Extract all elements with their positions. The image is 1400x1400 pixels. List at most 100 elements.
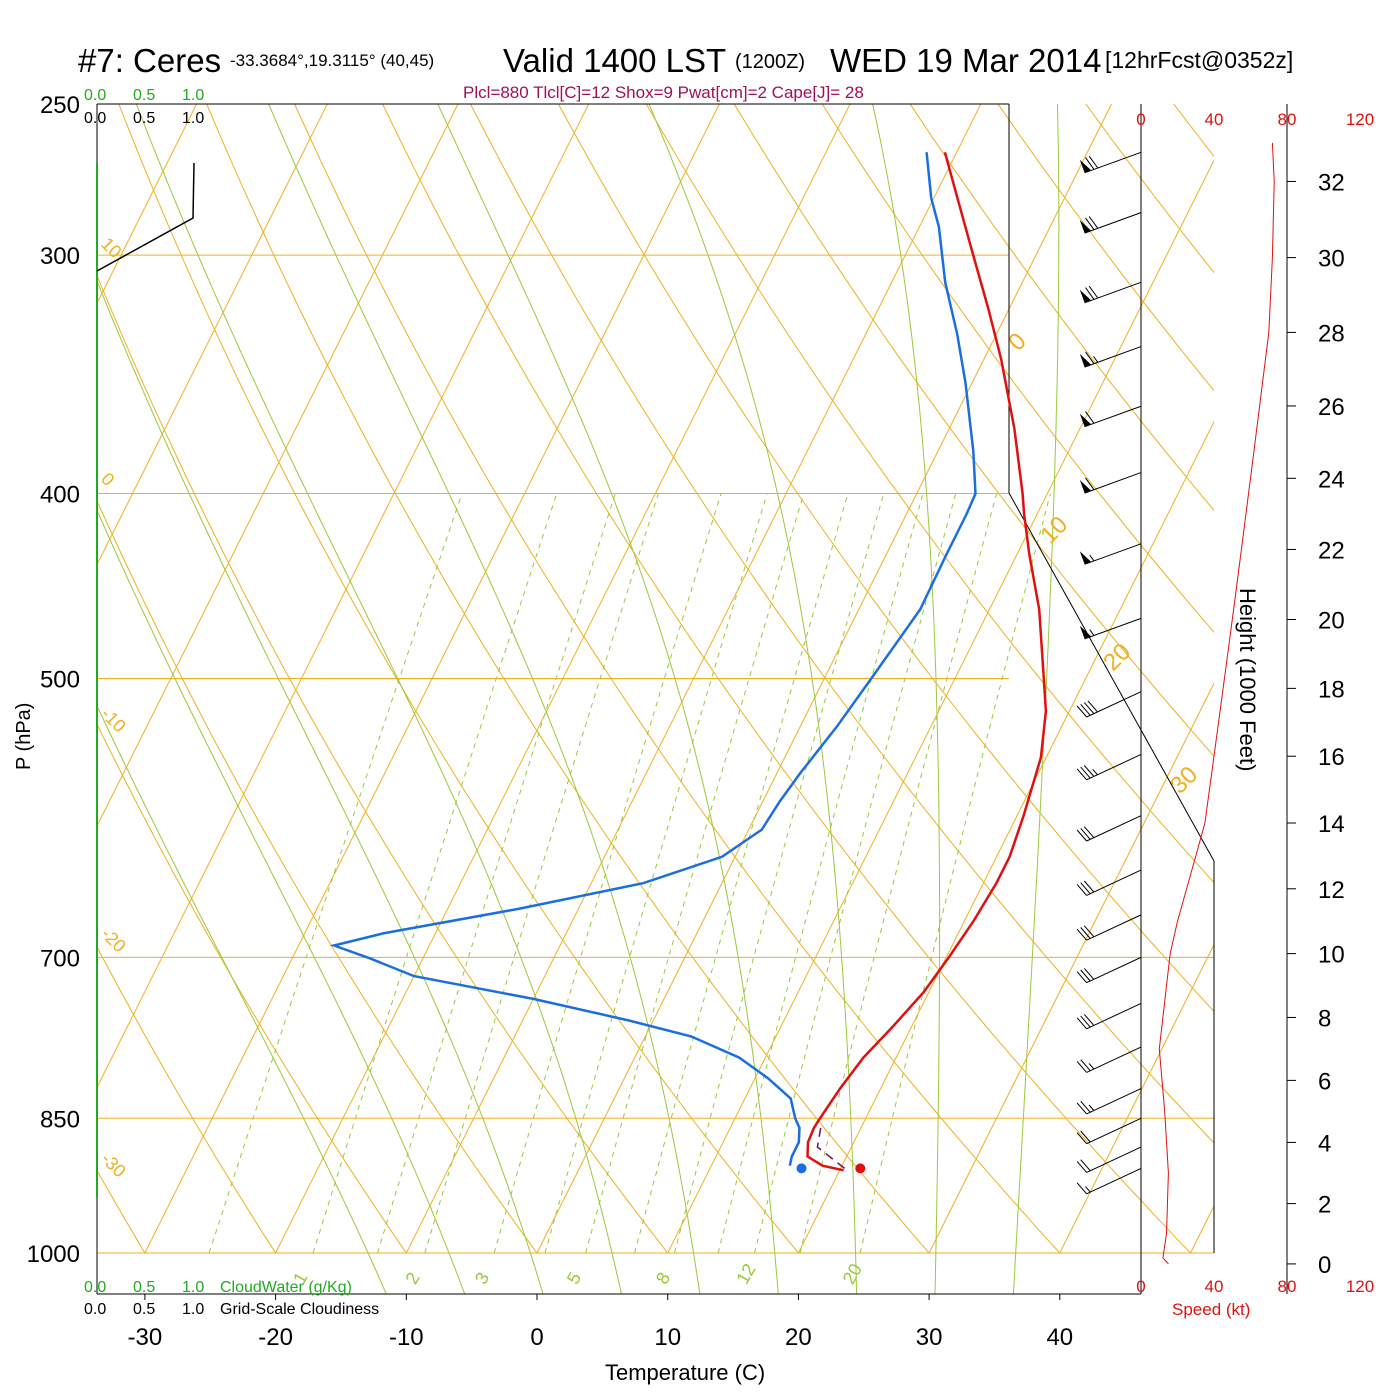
- pressure-tick-label: 1000: [27, 1241, 80, 1268]
- isotherm-line: [97, 104, 198, 305]
- height-tick-label: 6: [1318, 1068, 1331, 1095]
- mixing-ratio-line: [585, 493, 805, 1253]
- temperature-tick-label: 30: [916, 1324, 943, 1351]
- temperature-profile-line: [806, 151, 1048, 1172]
- wind-barb-feather: [1076, 1132, 1087, 1145]
- wind-barb-feather: [1076, 971, 1087, 984]
- cloudiness-tick-top: 1.0: [182, 110, 204, 127]
- wind-barb-feather: [1080, 766, 1091, 779]
- wind-speed-panel: 0 40 80 1200 40 80 120: [1136, 110, 1374, 1296]
- stability-indices: Plcl=880 Tlcl[C]=12 Shox=9 Pwat[cm]=2 Ca…: [463, 83, 864, 102]
- utc-time: (1200Z): [735, 51, 805, 73]
- pressure-tick-label: 500: [40, 667, 80, 694]
- wind-barb-feather: [1083, 880, 1095, 893]
- temperature-tick-label: 0: [530, 1324, 543, 1351]
- dry-adiabat-line: [97, 945, 277, 1253]
- height-tick-label: 2: [1318, 1192, 1331, 1219]
- wind-barb-half-feather: [1088, 1104, 1095, 1111]
- pressure-tick-label: 700: [40, 945, 80, 972]
- height-tick-label: 0: [1318, 1252, 1331, 1279]
- cloudwater-top-ticks: 0.0 0.5 1.0 0.0 0.5 1.0: [84, 87, 204, 127]
- wind-barb-feather: [1080, 1159, 1091, 1172]
- frame-diagonal: [1008, 492, 1215, 862]
- pressure-tick-label: 300: [40, 243, 80, 270]
- wind-barb-staff: [1086, 914, 1142, 941]
- surface-temperature-marker: [855, 1163, 866, 1174]
- wind-barb-feather: [1076, 829, 1087, 842]
- wind-barb-feather: [1076, 705, 1087, 718]
- height-axis-label: Height (1000 Feet): [1235, 588, 1260, 771]
- wind-barb-feather: [1085, 411, 1095, 424]
- speed-tick-top: 40: [1205, 110, 1224, 129]
- wind-barb: [1076, 869, 1142, 896]
- mixing-ratio-line: [634, 493, 849, 1253]
- wind-barb-feather: [1080, 1130, 1091, 1143]
- mixing-ratio-line: [493, 493, 722, 1253]
- dry-adiabat-line: [97, 1169, 146, 1253]
- surface-dewpoint-marker: [796, 1163, 807, 1174]
- isotherm-line: [97, 104, 328, 566]
- height-tick-label: 30: [1318, 246, 1345, 273]
- wind-barb: [1076, 754, 1142, 781]
- cloudwater-tick-top: 1.0: [182, 87, 204, 104]
- cloudiness-profile: [96, 162, 195, 272]
- isotherm-line: [275, 104, 851, 1253]
- dry-adiabat-line: [645, 104, 1214, 884]
- dewpoint-profile-line: [329, 152, 977, 1166]
- wind-barb-feather: [1076, 1017, 1087, 1030]
- temperature-tick-label: 20: [785, 1324, 812, 1351]
- moist-adiabat-line: [872, 104, 941, 1294]
- wind-barb: [1076, 1046, 1142, 1073]
- wind-barb-feather: [1085, 477, 1095, 490]
- isotherm-line: [405, 104, 982, 1253]
- wind-barb-feather: [1080, 703, 1091, 716]
- mixing-ratio-line: [544, 493, 768, 1253]
- moist-adiabat-line: [97, 704, 387, 1294]
- wind-barb-feather: [1076, 1102, 1087, 1115]
- wind-barb-feather: [1080, 828, 1091, 840]
- temperature-tick-label: -30: [128, 1324, 163, 1351]
- wind-barb: [1079, 346, 1142, 368]
- dry-adiabat-line: [733, 104, 1214, 758]
- pressure-tick-label: 250: [40, 92, 80, 119]
- moist-adiabat-line: [97, 279, 544, 1294]
- dry-adiabat-line: [469, 104, 1214, 1144]
- wind-barb-staff: [1086, 1002, 1142, 1030]
- cloudwater-tick-bottom: 0.0: [84, 1279, 106, 1296]
- wind-barb-feather: [1076, 768, 1087, 781]
- wind-barb: [1076, 1167, 1142, 1195]
- sounding-profiles: [329, 151, 1048, 1174]
- isotherm-line: [536, 104, 1113, 1253]
- height-tick-label: 22: [1318, 537, 1345, 564]
- isotherm-grid: [97, 104, 1214, 1253]
- wind-barb-feather: [1076, 928, 1087, 941]
- wind-barb: [1076, 815, 1142, 842]
- isotherm-line: [97, 104, 459, 828]
- isotherm-line: [1059, 943, 1214, 1253]
- station-coords: -33.3684°,19.3115° (40,45): [230, 51, 434, 70]
- wind-barb: [1079, 472, 1142, 494]
- cloudwater-tick-top: 0.0: [84, 87, 106, 104]
- isotherm-line: [97, 104, 590, 1089]
- wind-barb-staff: [1086, 691, 1142, 718]
- height-tick-label: 26: [1318, 394, 1345, 421]
- wind-barb: [1076, 1088, 1142, 1115]
- height-tick-label: 8: [1318, 1005, 1331, 1032]
- height-tick-label: 20: [1318, 607, 1345, 634]
- wind-barb-feather: [1083, 826, 1095, 839]
- wind-barb-feather: [1083, 1014, 1095, 1026]
- wind-barb-flag: [1079, 353, 1092, 368]
- wind-barb-feather: [1085, 351, 1095, 364]
- speed-tick-top: 120: [1346, 110, 1374, 129]
- wind-barb-feather: [1080, 969, 1091, 982]
- wind-barb: [1076, 1146, 1142, 1173]
- wind-barb-feather: [1080, 927, 1091, 939]
- wind-barb-flag: [1079, 220, 1092, 234]
- dry-adiabat-line: [294, 104, 1061, 1253]
- isotherm-line: [928, 682, 1214, 1253]
- isotherm-line: [797, 420, 1214, 1253]
- wind-barb-feather: [1085, 157, 1095, 170]
- cloudiness-tick-bottom: 0.5: [133, 1301, 155, 1318]
- wind-barb-feather: [1080, 1100, 1091, 1113]
- wind-barb: [1076, 691, 1142, 718]
